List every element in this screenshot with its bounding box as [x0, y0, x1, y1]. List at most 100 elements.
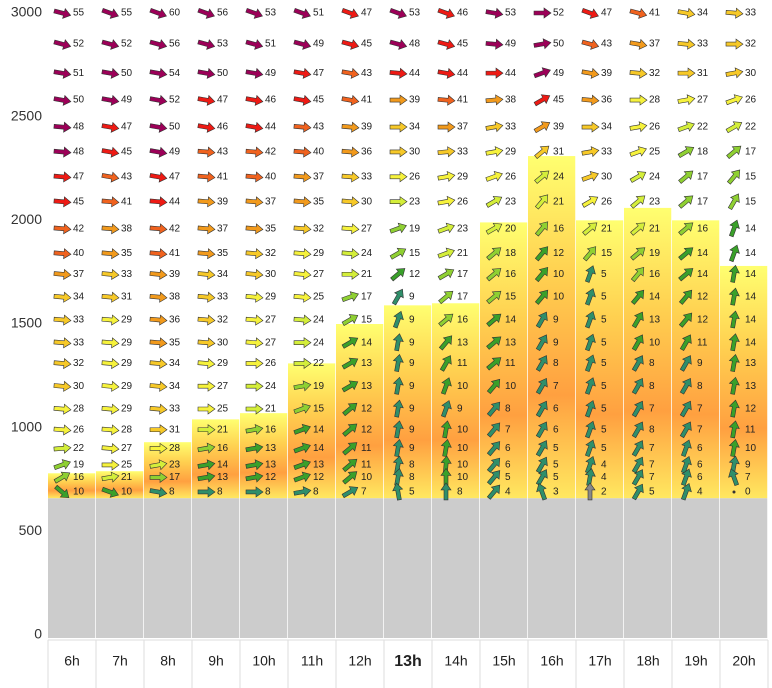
wind-arrow — [245, 337, 264, 349]
wind-speed: 8 — [697, 381, 703, 392]
wind-speed: 16 — [505, 269, 517, 280]
wind-speed: 8 — [649, 358, 655, 369]
wind-speed: 34 — [409, 122, 421, 133]
wind-speed: 14 — [697, 269, 709, 280]
wind-arrow — [631, 355, 644, 372]
wind-arrow — [53, 248, 72, 260]
wind-arrow — [53, 8, 72, 19]
wind-arrow — [726, 145, 742, 160]
wind-speed: 47 — [313, 68, 325, 79]
wind-arrow — [197, 357, 216, 370]
wind-arrow — [728, 310, 740, 329]
wind-speed: 44 — [457, 68, 469, 79]
wind-arrow — [293, 268, 312, 280]
wind-arrow — [440, 377, 452, 395]
wind-arrow — [149, 121, 168, 133]
wind-speed: 49 — [265, 68, 277, 79]
wind-arrow — [629, 38, 648, 50]
wind-arrow — [293, 146, 312, 158]
y-tick-label: 500 — [19, 522, 43, 538]
wind-arrow — [440, 400, 452, 418]
wind-arrow — [486, 247, 502, 261]
wind-arrow — [680, 468, 692, 487]
wind-speed: 30 — [73, 381, 85, 392]
wind-speed: 15 — [313, 404, 325, 415]
wind-speed: 30 — [217, 337, 229, 348]
wind-speed: 17 — [169, 472, 181, 483]
wind-speed: 4 — [697, 487, 703, 498]
wind-speed: 8 — [217, 487, 223, 498]
ground — [480, 498, 528, 638]
wind-arrow — [535, 311, 548, 329]
wind-speed: 5 — [409, 487, 415, 498]
wind-arrow — [342, 423, 358, 437]
wind-speed: 39 — [553, 122, 565, 133]
wind-speed: 12 — [553, 248, 565, 259]
wind-arrow — [728, 376, 740, 395]
wind-speed: 13 — [265, 460, 277, 471]
wind-speed: 32 — [313, 223, 325, 234]
wind-arrow — [245, 248, 264, 260]
wind-arrow — [101, 403, 120, 415]
wind-arrow — [629, 8, 648, 19]
wind-arrow — [728, 468, 740, 487]
wind-speed: 35 — [313, 196, 325, 207]
thermal-area — [192, 419, 240, 499]
wind-arrow — [728, 354, 740, 372]
wind-speed: 42 — [169, 223, 181, 234]
wind-arrow — [197, 171, 216, 183]
wind-speed: 25 — [121, 460, 133, 471]
wind-arrow — [485, 170, 503, 182]
wind-arrow — [392, 399, 404, 418]
wind-arrow — [245, 357, 264, 369]
wind-speed: 26 — [73, 424, 85, 435]
wind-speed: 47 — [217, 95, 229, 106]
wind-speed: 17 — [457, 269, 469, 280]
wind-arrow — [149, 380, 168, 392]
wind-arrow — [342, 471, 358, 485]
wind-arrow — [197, 268, 216, 280]
wind-arrow — [101, 459, 120, 471]
wind-arrow — [631, 377, 644, 395]
wind-speed: 12 — [361, 424, 373, 435]
wind-speed: 17 — [697, 196, 709, 207]
wind-speed: 5 — [601, 314, 607, 325]
wind-arrow — [437, 146, 456, 158]
wind-arrow — [341, 268, 360, 280]
wind-arrow — [680, 439, 692, 457]
wind-arrow — [581, 170, 599, 182]
wind-arrow — [438, 335, 453, 351]
wind-arrow — [149, 314, 168, 326]
wind-speed: 33 — [169, 404, 181, 415]
wind-speed: 13 — [361, 381, 373, 392]
wind-speed: 32 — [649, 68, 661, 79]
wind-speed: 29 — [457, 171, 469, 182]
wind-speed: 3 — [553, 487, 559, 498]
wind-speed: 10 — [457, 460, 469, 471]
wind-arrow — [629, 171, 647, 183]
wind-arrow — [293, 459, 311, 470]
wind-arrow — [293, 357, 312, 369]
wind-arrow — [101, 67, 120, 79]
wind-speed: 26 — [505, 171, 517, 182]
wind-speed: 50 — [121, 68, 133, 79]
wind-speed: 16 — [73, 472, 85, 483]
wind-speed: 7 — [649, 443, 655, 454]
wind-arrow — [439, 355, 452, 372]
wind-speed: 24 — [553, 171, 565, 182]
wind-arrow — [392, 333, 404, 352]
wind-arrow — [101, 196, 120, 208]
wind-arrow — [293, 442, 311, 454]
wind-arrow — [629, 146, 647, 157]
wind-speed: 15 — [361, 314, 373, 325]
wind-speed: 5 — [553, 472, 559, 483]
wind-arrow — [584, 333, 596, 352]
wind-arrow — [245, 291, 264, 303]
wind-speed: 24 — [649, 171, 661, 182]
wind-speed: 33 — [73, 314, 85, 325]
wind-speed: 41 — [457, 95, 469, 106]
wind-arrow — [342, 458, 358, 473]
wind-speed: 10 — [121, 487, 133, 498]
wind-speed: 49 — [169, 147, 181, 158]
wind-speed: 49 — [121, 95, 133, 106]
